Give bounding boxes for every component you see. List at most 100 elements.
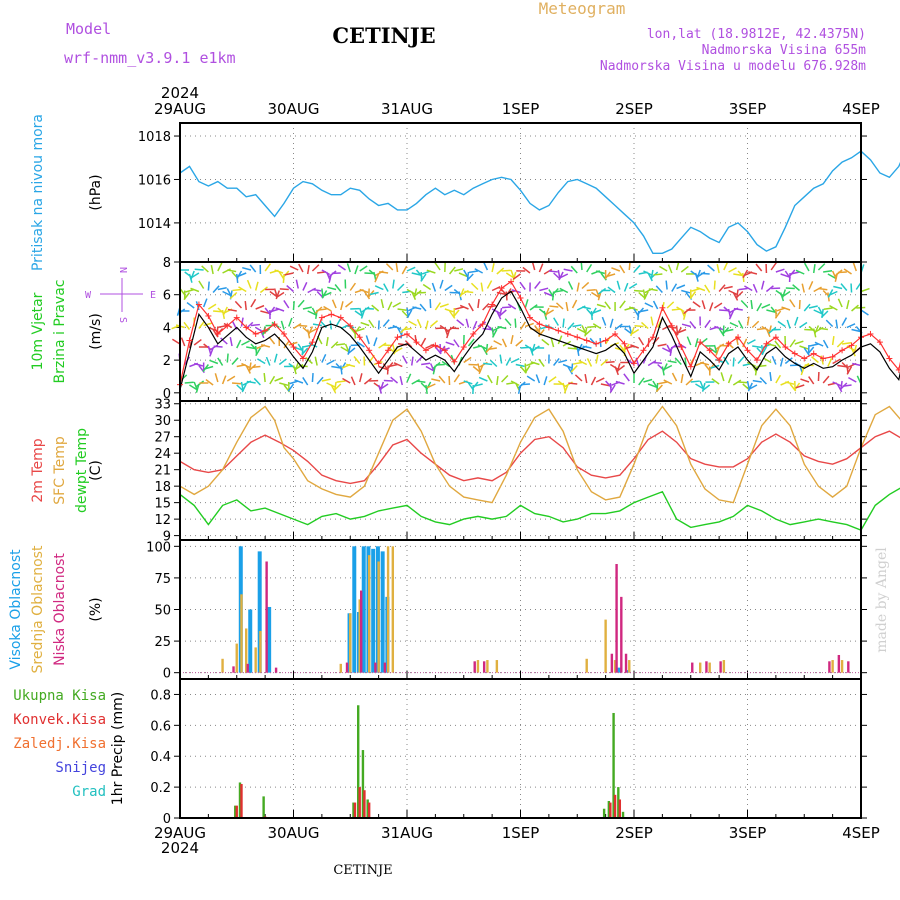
model-name: wrf-nmm_v3.9.1 e1km <box>64 49 236 67</box>
wind-barb <box>663 379 673 385</box>
wind-barb <box>482 261 489 271</box>
bar-low_cloud <box>473 661 476 673</box>
y-tick-label: 4 <box>163 321 171 336</box>
wind-barb <box>505 357 512 366</box>
wind-barb <box>207 303 217 310</box>
wind-barb <box>260 310 270 315</box>
year-bottom: 2024 <box>161 839 199 857</box>
wind-barb <box>183 292 191 301</box>
wind-barb <box>584 328 592 337</box>
compass-e: E <box>150 290 156 301</box>
bar-high_cloud <box>361 546 366 673</box>
bar-total_precip <box>361 750 365 818</box>
bar-total_precip <box>617 787 620 818</box>
wind-barb <box>298 324 308 327</box>
wind-barb <box>255 347 262 357</box>
wind-barb <box>539 287 549 292</box>
wind-barb <box>563 268 573 272</box>
wind-barb <box>325 336 329 347</box>
bar-total_precip <box>607 801 611 818</box>
wind-barb <box>379 271 389 274</box>
wind-barb <box>638 377 645 386</box>
wind-barb <box>785 381 795 385</box>
wind-barb <box>795 384 805 389</box>
wind-barb <box>752 345 762 349</box>
wind-barb <box>554 289 564 293</box>
wind-barb <box>380 383 389 390</box>
wind-barb <box>246 279 252 289</box>
y-tick-label: 27 <box>154 431 171 446</box>
bar-mid_cloud <box>240 594 243 673</box>
wind-barb <box>253 377 261 386</box>
wind-barb <box>851 328 861 333</box>
wind-barb <box>244 300 247 311</box>
wind-barb <box>548 376 557 383</box>
wind-barb <box>662 347 671 353</box>
wind-barb <box>676 327 682 336</box>
bar-mid_cloud <box>628 660 631 673</box>
wind-barb <box>601 316 607 326</box>
wind-barb <box>822 339 829 349</box>
wind-barb <box>524 299 529 309</box>
wind-barb <box>340 346 349 353</box>
compass-n: N <box>117 267 128 273</box>
bar-low_cloud <box>837 654 841 673</box>
day-labels-top: 29AUG 30AUG 31AUG 1SEP 2SEP 3SEP 4SEP <box>154 100 880 118</box>
wind-barb <box>832 381 842 387</box>
wind-barb <box>287 383 295 392</box>
wind-barb <box>790 271 800 275</box>
wind-barb <box>491 308 501 314</box>
wind-barb <box>795 269 805 275</box>
wind-barb <box>426 383 436 389</box>
bar-mid_cloud <box>358 599 361 673</box>
wind-barb <box>640 321 649 330</box>
wind-barb <box>653 273 663 276</box>
wind-barb <box>363 377 372 385</box>
wind-barb <box>543 291 553 297</box>
axis-unit: 1hr Precip (mm) <box>110 692 126 805</box>
wind-barb <box>619 264 626 274</box>
compass-rose: N W E S <box>85 267 156 323</box>
wind-barb <box>827 357 833 367</box>
day-labels-bottom: 29AUG 30AUG 31AUG 1SEP 2SEP 3SEP 4SEP <box>154 824 880 842</box>
wind-barb <box>482 303 490 311</box>
wind-barb <box>501 338 507 348</box>
wind-barb <box>808 376 815 385</box>
wind-barb <box>633 289 644 293</box>
wind-barb <box>716 264 720 274</box>
wind-barb <box>229 337 233 347</box>
wind-barb <box>316 376 324 385</box>
wind-barb <box>480 282 484 292</box>
wind-barb <box>311 372 314 383</box>
bar-conv_precip <box>613 794 617 818</box>
wind-barb <box>496 375 499 386</box>
wind-barb <box>392 324 402 330</box>
wind-barb <box>724 328 734 333</box>
wind-barb <box>604 301 611 310</box>
wind-barb <box>496 267 505 275</box>
wind-barb <box>501 269 511 272</box>
wind-barb <box>586 263 593 273</box>
day-label-bottom: 3SEP <box>729 824 767 842</box>
wind-barb <box>288 317 293 327</box>
wind-barb <box>808 305 818 309</box>
wind-barb <box>794 340 804 345</box>
wind-barb <box>217 262 223 272</box>
wind-barb <box>226 353 229 363</box>
wind-barb <box>751 320 760 329</box>
wind-barb <box>548 270 558 273</box>
wind-barb <box>774 310 782 319</box>
wind-barb <box>278 358 287 366</box>
wind-barb <box>369 291 379 296</box>
wind-barb <box>434 262 441 271</box>
wind-barb <box>715 343 725 350</box>
wind-barb <box>434 302 442 311</box>
wind-barb <box>441 360 450 368</box>
wind-barb <box>823 270 833 273</box>
wind-barb <box>171 338 181 345</box>
wind-barb <box>255 304 265 310</box>
bar-mid_cloud <box>221 658 224 673</box>
wind-barb <box>733 307 743 311</box>
day-label-bottom: 2SEP <box>615 824 653 842</box>
wind-barb <box>259 286 268 294</box>
